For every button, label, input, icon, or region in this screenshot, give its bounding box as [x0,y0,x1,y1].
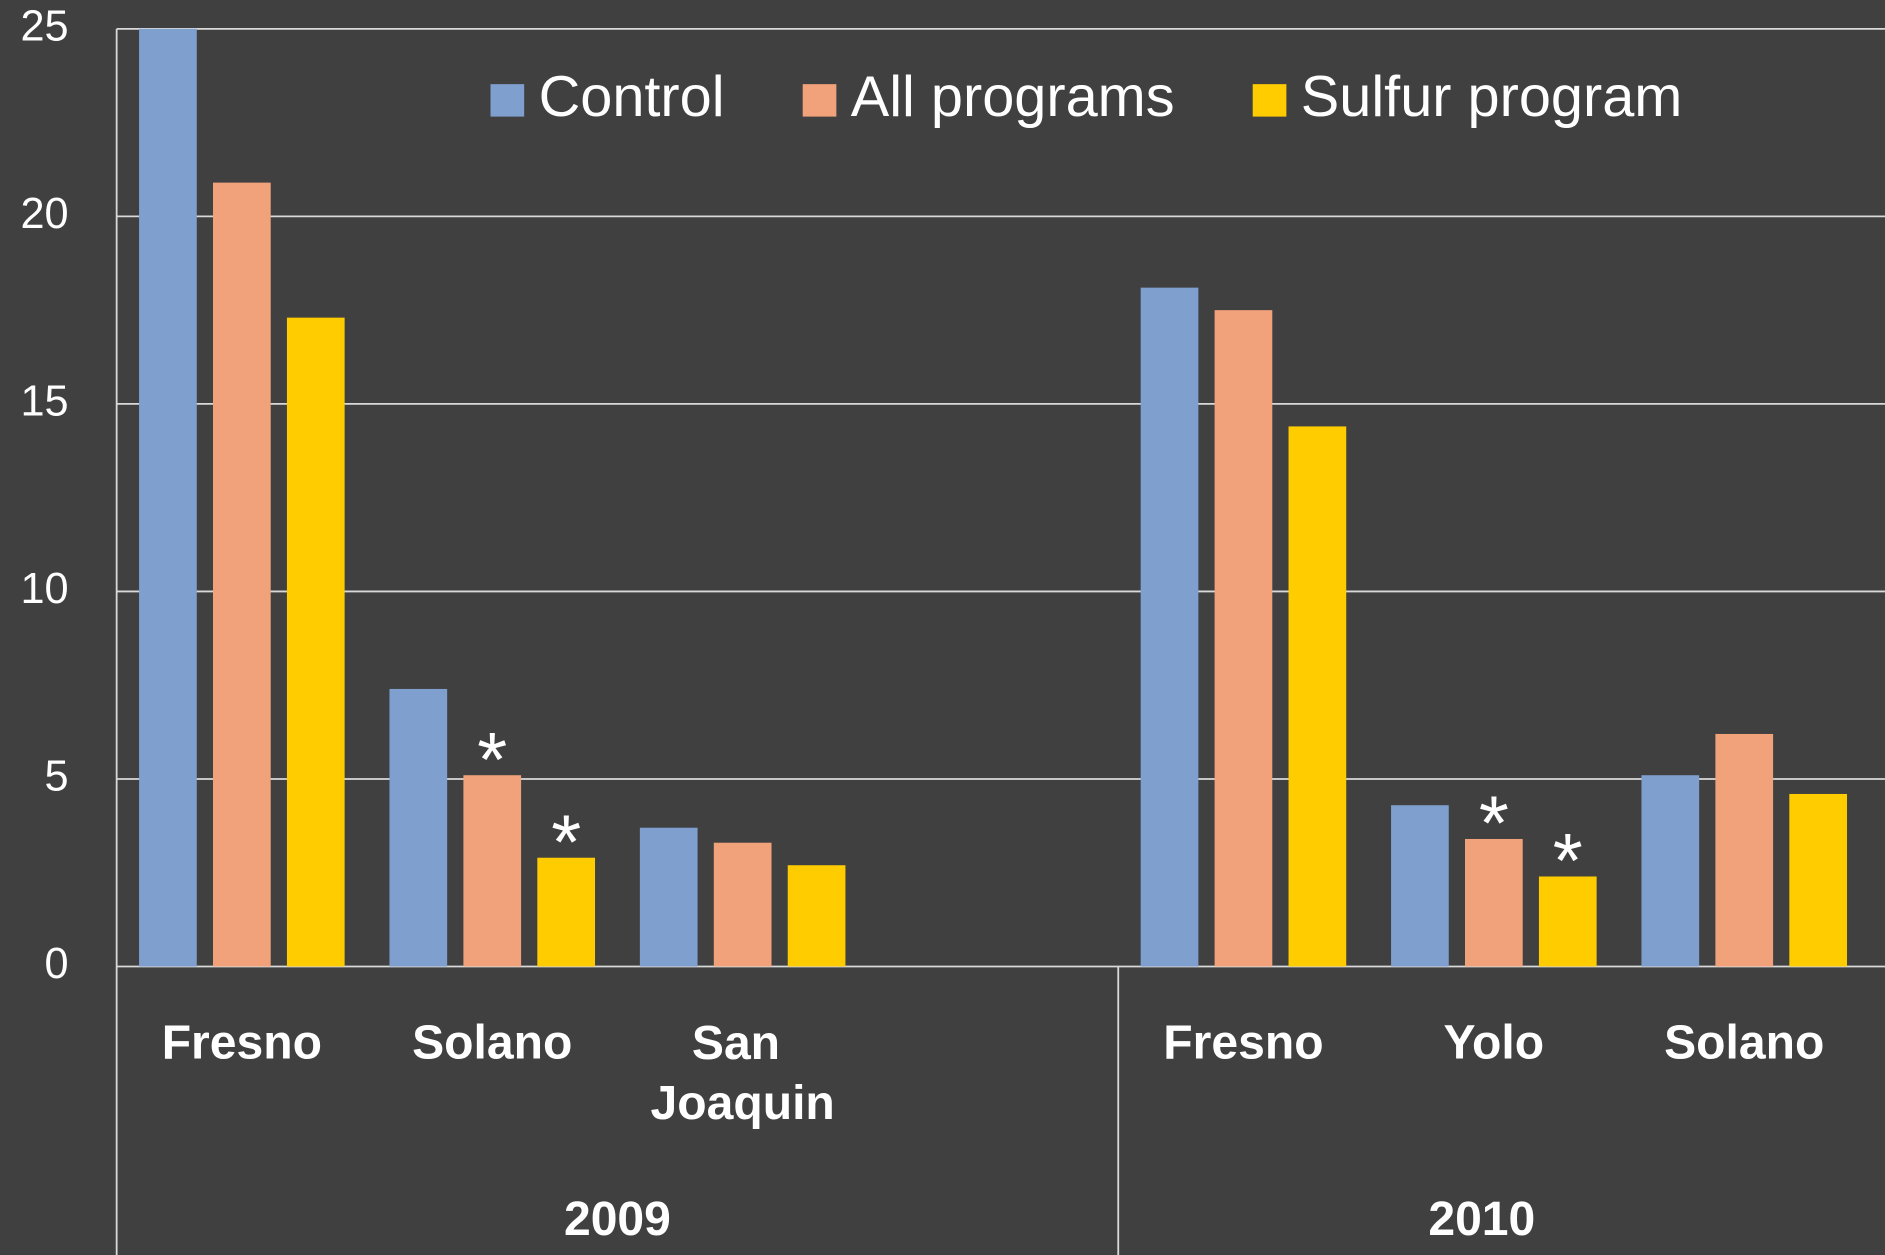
legend-swatch [802,84,837,117]
bar [1538,876,1597,967]
bar [787,865,846,967]
bar [1641,775,1700,967]
bar [286,317,345,967]
legend-label: Sulfur program [1301,65,1683,129]
bar [1789,793,1848,967]
significance-mark: * [477,717,507,803]
y-tick-label: 5 [45,752,69,800]
legend-label: All programs [851,65,1175,129]
y-tick-label: 25 [20,2,68,50]
x-tick-label: Fresno [1163,1016,1323,1070]
group-label: 2009 [564,1192,671,1246]
bar [463,775,522,967]
x-tick-label: Solano [1664,1016,1824,1070]
y-tick-label: 0 [45,940,69,988]
legend-swatch [1252,84,1287,117]
bar [639,827,698,967]
y-tick-label: 10 [20,565,68,613]
bar [1464,838,1523,967]
bar [1140,287,1199,967]
y-tick-label: 15 [20,377,68,425]
x-tick-label-line: Joaquin [650,1076,834,1130]
bar [213,182,271,967]
x-tick-label: San Joaquin [650,1016,834,1130]
significance-mark: * [551,799,581,885]
significance-mark: * [1479,781,1509,867]
y-tick-label: 20 [20,190,68,238]
legend-swatch [490,84,525,117]
x-tick-label: Yolo [1444,1016,1545,1070]
x-tick-label: Solano [412,1016,572,1070]
bar [389,688,448,967]
x-tick-label-line: San [692,1016,794,1070]
bar [139,28,197,967]
bar [1391,805,1449,967]
group-label: 2010 [1428,1192,1535,1246]
bar [537,857,596,967]
bar [713,842,772,967]
significance-mark: * [1553,818,1583,904]
legend-label: Control [539,65,725,129]
bar [1288,426,1347,967]
x-tick-label: Fresno [162,1016,322,1070]
bar [1715,733,1774,967]
bar [1214,310,1273,967]
